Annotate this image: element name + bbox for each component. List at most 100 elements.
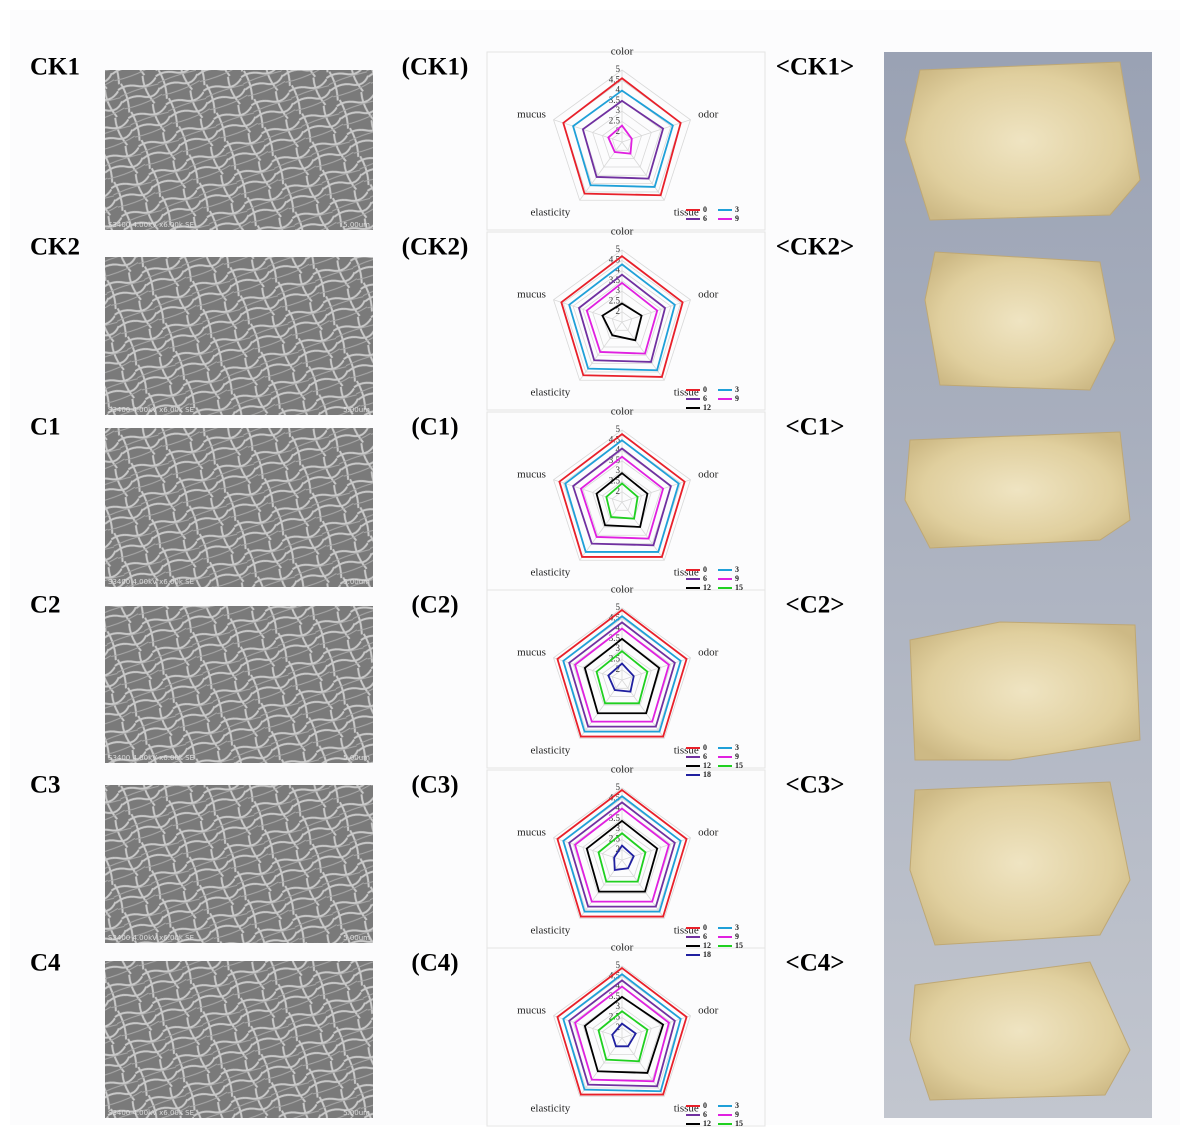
axis-label: tissue [674,207,699,219]
photo-label: <C4> [785,950,844,977]
legend-label: 3 [735,385,739,394]
r-tick-label: 5 [616,64,621,74]
axis-label: mucus [517,108,546,120]
axis-label: color [611,406,634,418]
fish-sample [910,782,1130,945]
photo-label: <C1> [785,414,844,441]
chart-title: (CK2) [402,234,469,261]
legend-label: 0 [703,205,707,214]
legend-label: 3 [735,1101,739,1110]
sem-label: CK2 [30,234,80,261]
axis-label: odor [698,1004,719,1016]
legend-label: 0 [703,923,707,932]
legend-label: 3 [735,565,739,574]
legend-label: 12 [703,941,711,950]
sem-scale: 5.00um [343,934,370,942]
legend-label: 6 [703,394,707,403]
sem-caption: S3400 4.00kV x6.00k SE [108,578,194,586]
axis-label: tissue [674,925,699,937]
legend-label: 6 [703,214,707,223]
legend-label: 18 [703,770,711,779]
photo-label: <CK2> [776,234,855,261]
legend-label: 9 [735,752,739,761]
sem-label: C2 [30,592,61,619]
sem-label: C1 [30,414,61,441]
legend-label: 9 [735,932,739,941]
sem-image [105,70,373,230]
legend-label: 6 [703,932,707,941]
sem-label: CK1 [30,54,80,81]
axis-label: color [611,46,634,58]
sem-caption: S3400 4.00kV x6.00k SE [108,754,194,762]
sem-label: C3 [30,772,61,799]
fish-sample [905,432,1130,548]
legend-label: 0 [703,1101,707,1110]
photo-label: <C2> [785,592,844,619]
legend-label: 6 [703,574,707,583]
r-tick-label: 3 [616,105,621,115]
axis-label: elasticity [531,745,571,757]
axis-label: elasticity [531,387,571,399]
legend-label: 3 [735,205,739,214]
sem-scale: 5.00um [343,754,370,762]
r-tick-label: 5 [616,602,621,612]
chart-title: (C2) [411,592,458,619]
legend-label: 0 [703,385,707,394]
legend-label: 18 [703,950,711,959]
legend-label: 12 [703,761,711,770]
r-tick-label: 3 [616,1001,621,1011]
sem-image [105,606,373,763]
axis-label: elasticity [531,567,571,579]
axis-label: tissue [674,745,699,757]
chart-title: (C1) [411,414,458,441]
photo-label: <CK1> [776,54,855,81]
sem-image [105,428,373,587]
sem-scale: 5.00um [343,221,370,229]
r-tick-label: 2.5 [609,475,621,485]
axis-label: mucus [517,826,546,838]
legend-label: 12 [703,403,711,412]
sem-image [105,961,373,1118]
sem-label: C4 [30,950,61,977]
chart-title: (CK1) [402,54,469,81]
legend-label: 15 [735,583,743,592]
r-tick-label: 5 [616,244,621,254]
r-tick-label: 3 [616,643,621,653]
legend-label: 15 [735,1119,743,1128]
axis-label: mucus [517,1004,546,1016]
axis-label: color [611,226,634,238]
axis-label: odor [698,108,719,120]
fish-sample [905,62,1140,220]
r-tick-label: 2.5 [609,295,621,305]
chart-title: (C4) [411,950,458,977]
sem-caption: S3400 4.00kV x6.00k SE [108,221,194,229]
photo-label: <C3> [785,772,844,799]
legend-label: 15 [735,941,743,950]
legend-label: 3 [735,923,739,932]
legend-label: 9 [735,214,739,223]
axis-label: color [611,942,634,954]
axis-label: odor [698,468,719,480]
r-tick-label: 2.5 [609,653,621,663]
legend-label: 12 [703,583,711,592]
r-tick-label: 2.5 [609,115,621,125]
axis-label: elasticity [531,1103,571,1115]
sem-caption: S3400 4.00kV x6.00k SE [108,406,194,414]
legend-label: 9 [735,1110,739,1119]
r-tick-label: 3 [616,465,621,475]
axis-label: odor [698,646,719,658]
r-tick-label: 5 [616,782,621,792]
axis-label: mucus [517,646,546,658]
sem-image [105,785,373,943]
axis-label: mucus [517,468,546,480]
page: {"rows": [ {"sem_label": "CK1", "photo_l… [0,0,1181,1128]
fish-sample [910,622,1140,760]
sem-scale: 5.00um [343,1109,370,1117]
sem-scale: 5.00um [343,578,370,586]
legend-label: 9 [735,394,739,403]
sem-caption: S3400 4.00kV x6.00k SE [108,934,194,942]
legend-label: 3 [735,743,739,752]
legend-label: 0 [703,743,707,752]
axis-label: elasticity [531,207,571,219]
r-tick-label: 5 [616,960,621,970]
